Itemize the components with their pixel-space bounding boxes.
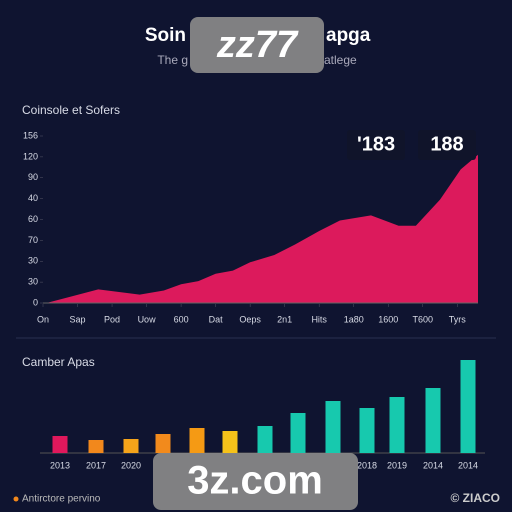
area xyxy=(46,154,478,303)
x-tick-label: 2020 xyxy=(121,460,141,470)
subtitle: atlege xyxy=(324,53,357,67)
x-tick-label: 600 xyxy=(174,314,189,324)
y-tick-label: 70 xyxy=(28,235,38,245)
charts: 0 30 30 70 60 40 90 120 156 On Sap Pod Uow 600 Dat Oeps… xyxy=(23,130,485,470)
y-tick-label: 0 xyxy=(33,297,38,307)
bar xyxy=(389,397,405,453)
x-tick-label: 2014 xyxy=(423,460,443,470)
x-tick-label: Sap xyxy=(70,314,86,324)
y-tick-label: 120 xyxy=(23,151,38,161)
x-tick-label: 2018 xyxy=(357,460,377,470)
watermark: zz77 xyxy=(216,24,299,66)
footer-dot xyxy=(13,496,19,502)
bar xyxy=(460,360,476,453)
bar xyxy=(222,431,238,453)
x-tick-label: 2n1 xyxy=(277,314,292,324)
x-tick-label: Hits xyxy=(311,314,327,324)
y-tick-label: 156 xyxy=(23,130,38,140)
annotation-box xyxy=(418,130,476,160)
x-tick-label: 2014 xyxy=(458,460,478,470)
x-tick-label: Uow xyxy=(138,314,157,324)
y-tick-label: 60 xyxy=(28,214,38,224)
y-tick-label: 90 xyxy=(28,172,38,182)
x-tick-label: 2017 xyxy=(86,460,106,470)
title: apga xyxy=(326,25,371,46)
watermark-box xyxy=(153,453,358,510)
annotation: '183 xyxy=(357,133,395,155)
annotation: 188 xyxy=(430,133,463,155)
bar xyxy=(359,408,375,453)
chart-title: Coinsole et Sofers xyxy=(22,103,120,117)
watermark: 3z.com xyxy=(187,459,323,503)
x-tick-label: On xyxy=(37,314,49,324)
bar xyxy=(425,388,441,453)
bar xyxy=(290,413,306,453)
bar xyxy=(155,434,171,453)
x-tick-label: 2013 xyxy=(50,460,70,470)
bar xyxy=(257,426,273,453)
x-tick-label: Tyrs xyxy=(449,314,466,324)
x-tick-label: Dat xyxy=(209,314,224,324)
x-tick-label: 2019 xyxy=(387,460,407,470)
y-tick-label: 30 xyxy=(28,277,38,287)
chart-title: Camber Apas xyxy=(22,355,95,369)
annotation-box xyxy=(347,130,405,160)
bar xyxy=(325,401,341,453)
bar xyxy=(123,439,139,453)
y-tick-label: 30 xyxy=(28,256,38,266)
footer-brand: © ZIACO xyxy=(450,491,500,505)
x-tick-label: T600 xyxy=(413,314,434,324)
bar xyxy=(189,428,205,453)
watermark-box xyxy=(190,17,324,73)
x-tick-label: Oeps xyxy=(239,314,261,324)
title: Soin xyxy=(145,25,186,46)
x-tick-label: 1a80 xyxy=(344,314,364,324)
x-tick-label: 1600 xyxy=(378,314,398,324)
y-tick-label: 40 xyxy=(28,193,38,203)
subtitle: The g xyxy=(157,53,188,67)
footer-text: Antirctore pervino xyxy=(22,494,101,505)
bar xyxy=(88,440,104,453)
bar xyxy=(52,436,68,453)
x-tick-label: Pod xyxy=(104,314,120,324)
